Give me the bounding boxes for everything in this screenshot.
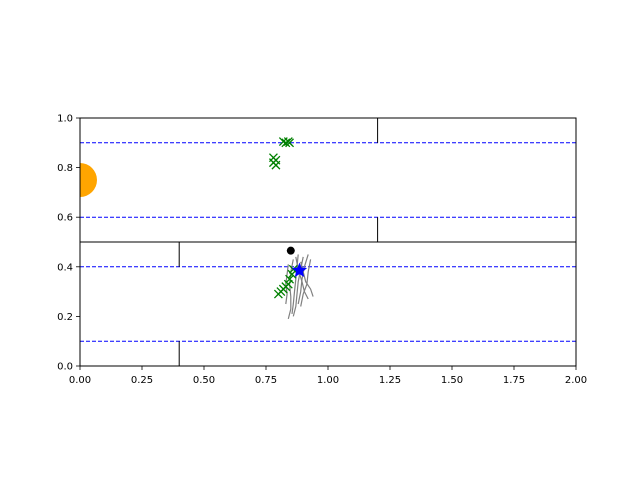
green-x-marker — [281, 138, 291, 148]
y-tick-label: 0.4 — [57, 262, 73, 273]
blue-star-marker — [291, 262, 308, 277]
y-tick-label: 0.2 — [57, 312, 73, 323]
x-tick-label: 0.75 — [255, 375, 277, 386]
x-tick-label: 0.50 — [193, 375, 215, 386]
x-tick-label: 1.50 — [441, 375, 463, 386]
axes: 0.00 0.25 0.50 0.75 1.00 1.25 1.50 1.75 2.00 0.0 0… — [57, 114, 587, 387]
y-tick-label: 0.8 — [57, 163, 73, 174]
x-tick-label: 1.00 — [317, 375, 339, 386]
green-x-marker — [285, 274, 295, 284]
trajectory-path — [295, 256, 309, 300]
goal-circle — [80, 163, 97, 197]
x-tick-label: 0.25 — [131, 375, 153, 386]
x-tick-label: 1.75 — [503, 375, 525, 386]
black-point — [286, 246, 295, 255]
green-x-marker — [285, 138, 295, 148]
trajectory-path — [287, 259, 294, 320]
green-x-marker — [288, 264, 298, 274]
x-tick-label: 1.25 — [379, 375, 401, 386]
y-tick-label: 1.0 — [57, 114, 73, 125]
y-tick-label: 0.0 — [57, 362, 73, 373]
x-tick-label: 0.00 — [69, 375, 91, 386]
trajectory-path — [285, 264, 289, 305]
x-tick-label: 2.00 — [565, 375, 587, 386]
plot-area — [80, 118, 576, 366]
y-tick-label: 0.6 — [57, 213, 73, 224]
trajectory-path — [297, 254, 309, 305]
green-x-marker — [271, 160, 281, 170]
